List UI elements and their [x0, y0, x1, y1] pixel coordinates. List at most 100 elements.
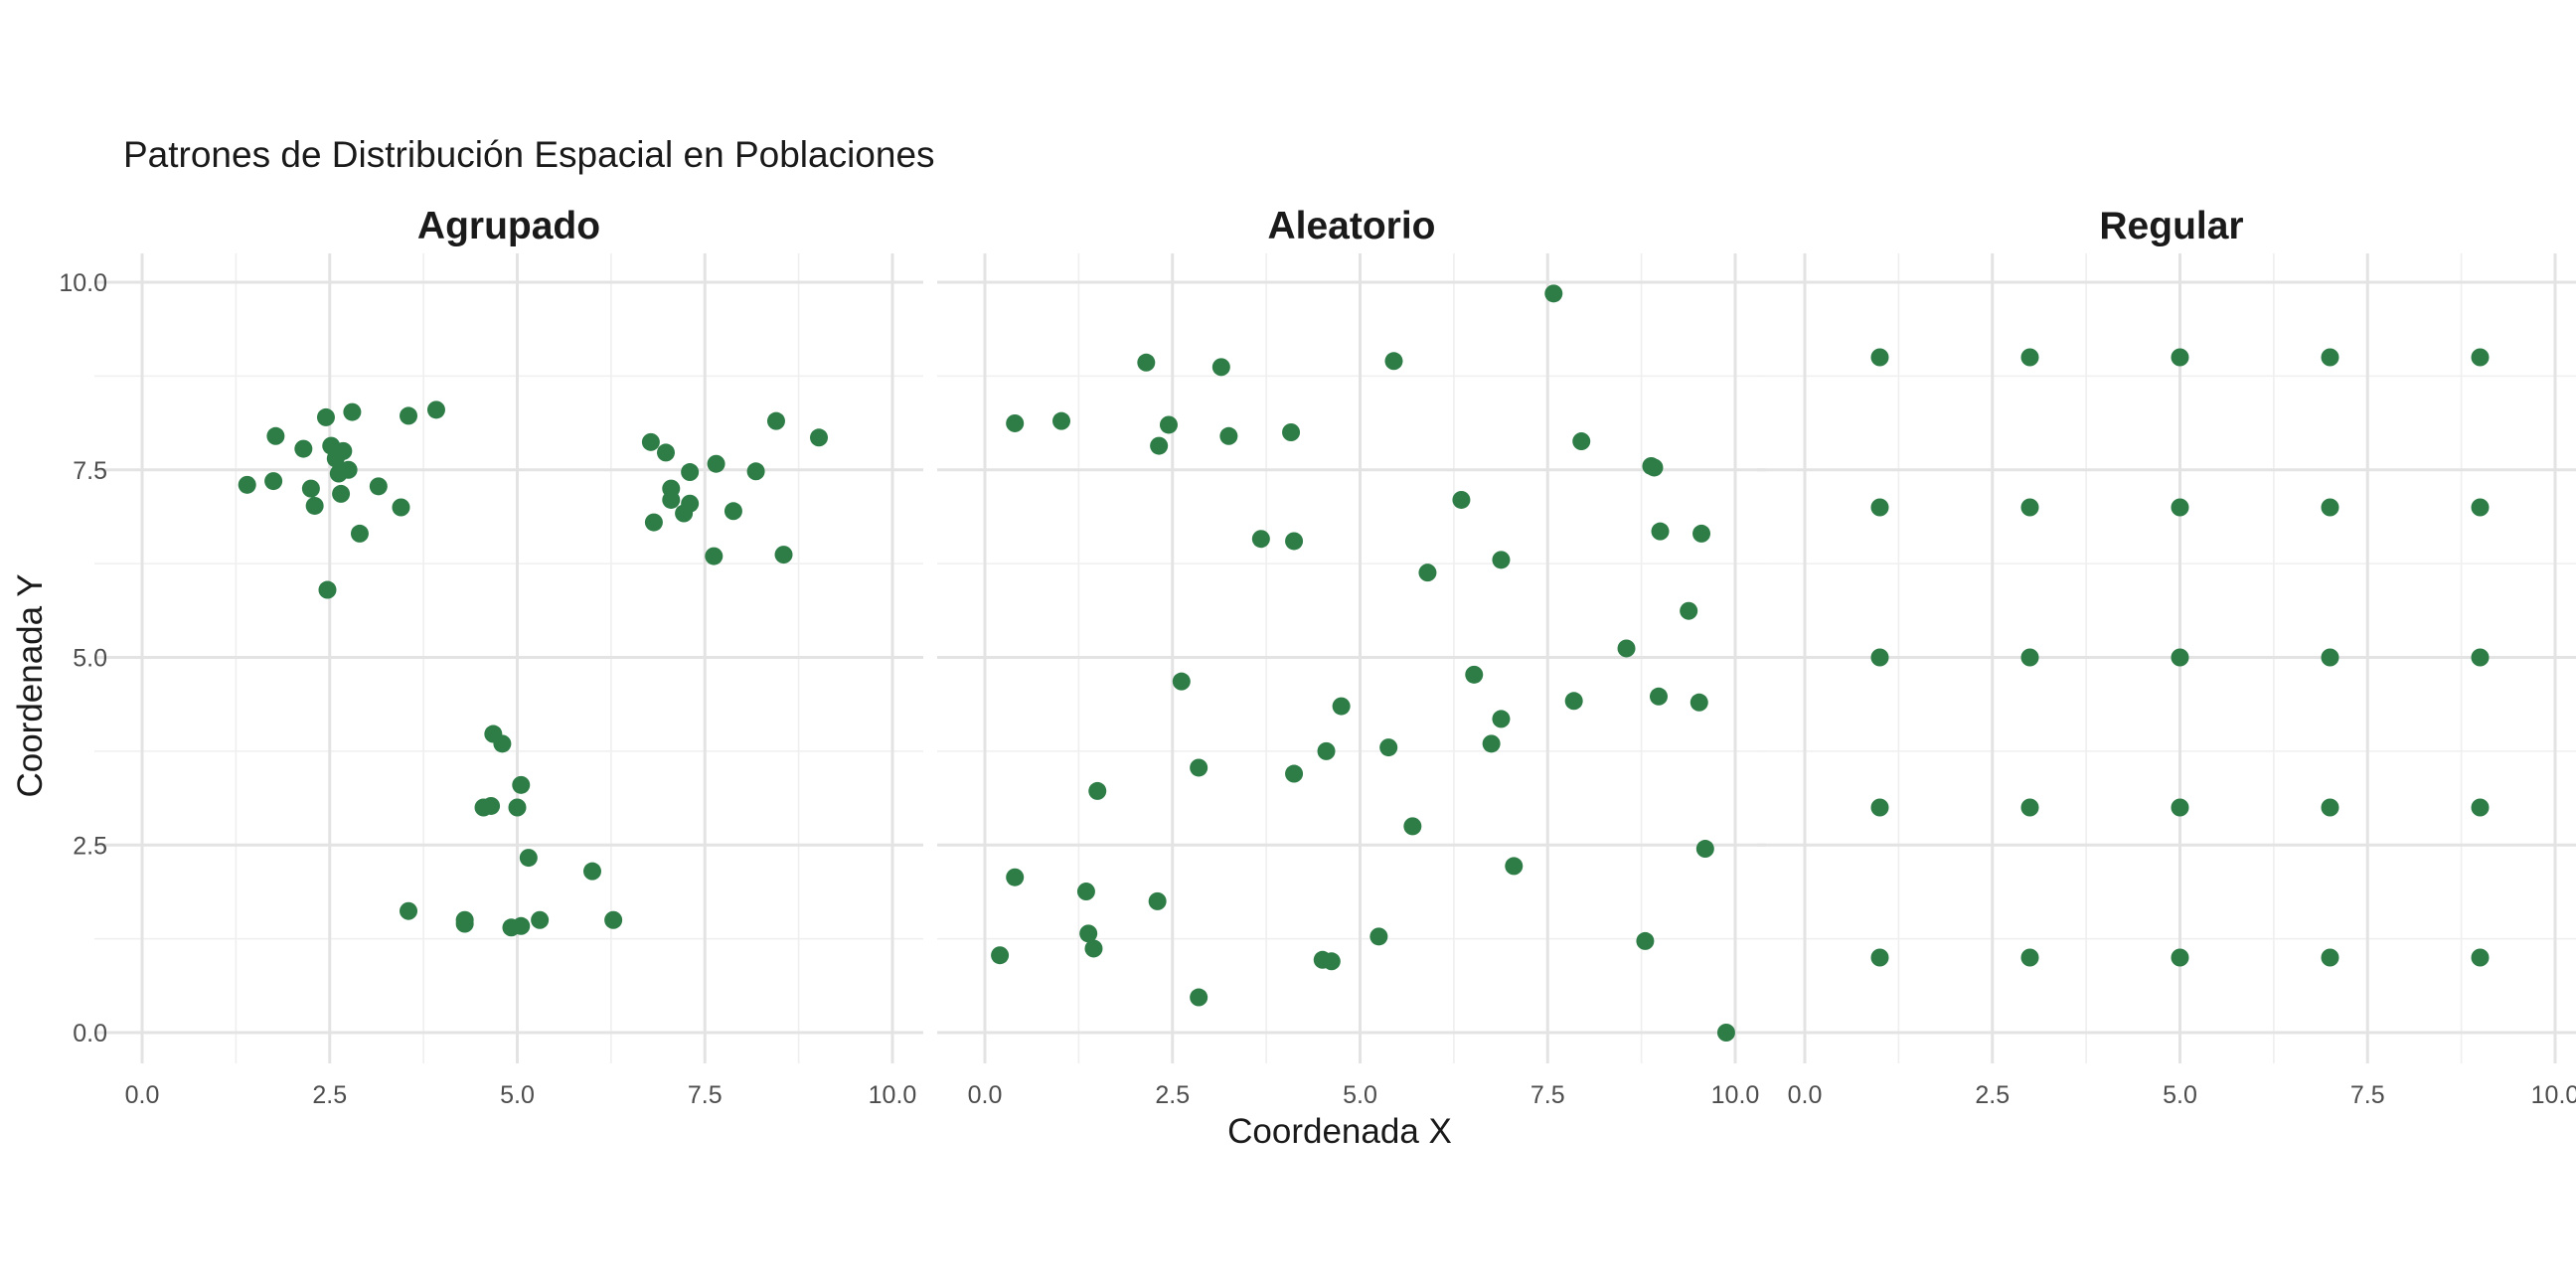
data-point: [1137, 353, 1156, 372]
x-tick-label: 7.5: [2350, 1081, 2385, 1109]
y-tick-label: 2.5: [73, 832, 107, 860]
data-point: [1680, 601, 1698, 620]
x-axis-title: Coordenada X: [1227, 1112, 1452, 1151]
x-tick-label: 0.0: [968, 1081, 1003, 1109]
data-point: [662, 490, 681, 509]
y-tick-label: 7.5: [73, 457, 107, 485]
data-point: [707, 454, 725, 473]
y-tick-label: 10.0: [59, 269, 107, 297]
y-axis-title: Coordenada Y: [11, 573, 50, 797]
data-point: [1492, 710, 1511, 728]
data-point: [2171, 798, 2189, 817]
data-point: [1317, 741, 1336, 760]
data-point: [1870, 948, 1889, 967]
data-point: [1150, 436, 1169, 455]
data-point: [2321, 648, 2339, 667]
data-point: [1369, 927, 1388, 946]
data-point: [641, 432, 660, 451]
data-point: [1251, 530, 1270, 549]
data-point: [318, 580, 337, 599]
data-point: [1870, 348, 1889, 367]
data-point: [766, 411, 785, 430]
data-point: [1452, 490, 1471, 509]
x-tick-label: 0.0: [1788, 1081, 1823, 1109]
data-point: [1695, 840, 1714, 859]
y-tick-label: 5.0: [73, 645, 107, 673]
data-point: [2471, 498, 2490, 517]
data-point: [369, 477, 388, 496]
data-point: [343, 402, 362, 421]
y-tick-label: 0.0: [73, 1020, 107, 1047]
data-point: [1190, 988, 1208, 1007]
data-point: [2020, 348, 2039, 367]
data-point: [705, 547, 724, 565]
data-point: [1651, 522, 1670, 541]
data-point: [1006, 868, 1025, 886]
data-point: [1544, 284, 1563, 303]
data-point: [774, 546, 793, 564]
data-point: [1690, 693, 1708, 712]
data-point: [675, 504, 694, 523]
data-point: [2321, 348, 2339, 367]
data-point: [1870, 498, 1889, 517]
data-point: [1572, 432, 1591, 451]
data-point: [1870, 798, 1889, 817]
data-point: [294, 439, 313, 458]
data-point: [334, 441, 353, 460]
x-tick-label: 7.5: [1530, 1081, 1565, 1109]
data-point: [1076, 883, 1095, 901]
data-point: [1505, 857, 1524, 876]
data-point: [2321, 798, 2339, 817]
x-tick-label: 5.0: [2163, 1081, 2197, 1109]
data-point: [2171, 348, 2189, 367]
facet-panel: Agrupado 0.0 2.5 5.0 7.5 10.0 0.0 2.5 5.0 7.5 10.0: [59, 205, 923, 1109]
data-point: [455, 914, 474, 933]
data-point: [1418, 564, 1437, 582]
data-point: [316, 407, 335, 426]
x-tick-label: 7.5: [688, 1081, 723, 1109]
data-point: [305, 496, 324, 515]
data-point: [266, 426, 285, 445]
x-tick-label: 2.5: [1975, 1081, 2010, 1109]
data-point: [810, 428, 829, 447]
x-tick-label: 10.0: [869, 1081, 917, 1109]
x-tick-label: 5.0: [500, 1081, 535, 1109]
facet-panels: Agrupado 0.0 2.5 5.0 7.5 10.0 0.0 2.5 5.0 7.5 10.0…: [59, 205, 2576, 1109]
data-point: [1006, 413, 1025, 432]
data-point: [2020, 798, 2039, 817]
data-point: [2020, 648, 2039, 667]
data-point: [512, 775, 531, 794]
data-point: [2321, 498, 2339, 517]
data-point: [1148, 891, 1167, 910]
data-point: [493, 734, 512, 753]
data-point: [392, 498, 410, 517]
facet-panel: Aleatorio 0.0 2.5 5.0 7.5 10.0: [937, 205, 1766, 1109]
data-point: [2471, 948, 2490, 967]
data-point: [681, 463, 700, 482]
data-point: [1172, 672, 1191, 691]
data-point: [1282, 423, 1301, 441]
data-point: [1052, 411, 1071, 430]
data-point: [1716, 1024, 1735, 1042]
data-point: [991, 946, 1010, 965]
data-point: [1332, 697, 1351, 716]
data-point: [1379, 738, 1398, 757]
data-point: [264, 472, 283, 491]
data-point: [2020, 498, 2039, 517]
data-point: [339, 460, 358, 479]
data-point: [644, 513, 663, 532]
data-point: [1482, 734, 1501, 753]
data-point: [350, 524, 369, 543]
data-point: [1159, 415, 1178, 434]
data-point: [1190, 758, 1208, 777]
data-point: [724, 502, 742, 521]
data-point: [1084, 939, 1103, 958]
data-point: [238, 475, 256, 494]
data-point: [1285, 532, 1304, 551]
data-point: [1403, 817, 1422, 836]
data-point: [1211, 358, 1230, 377]
facet-panel: Regular 0.0 2.5 5.0 7.5 10.0: [1757, 205, 2576, 1109]
facet-strip-title: Aleatorio: [1267, 205, 1435, 247]
data-point: [2471, 348, 2490, 367]
